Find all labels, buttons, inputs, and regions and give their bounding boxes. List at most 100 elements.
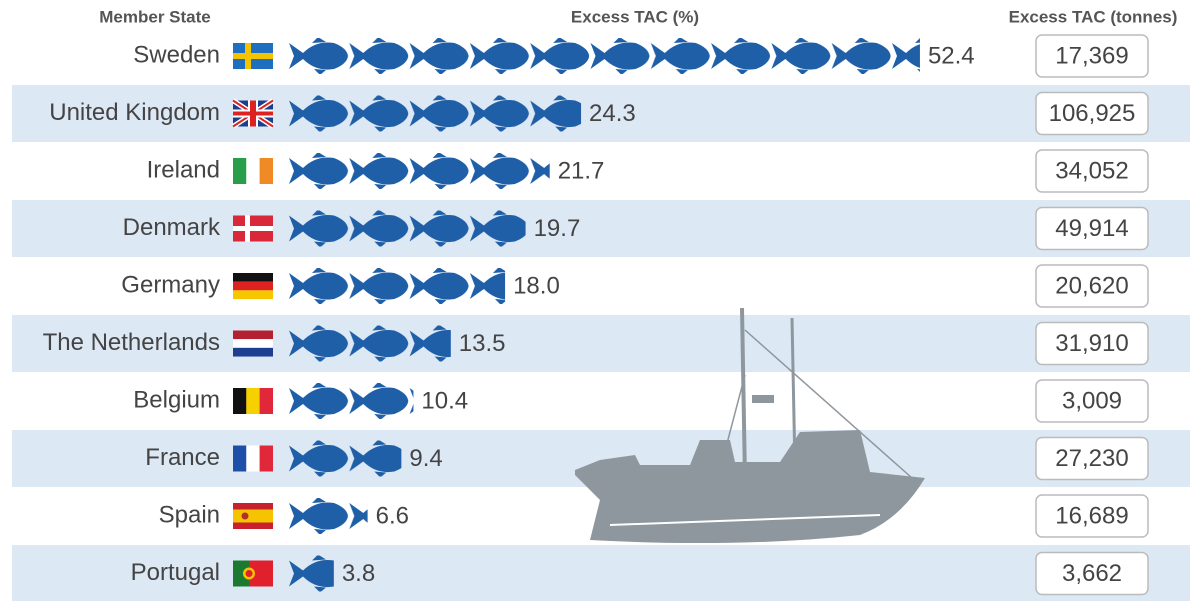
header-excess-tonnes: Excess TAC (tonnes) — [1009, 7, 1178, 26]
tonnes-label: 17,369 — [1055, 42, 1128, 69]
flag — [233, 388, 247, 414]
category-label: Ireland — [147, 156, 220, 183]
row-band — [12, 545, 1190, 601]
tonnes-label: 16,689 — [1055, 502, 1128, 529]
flag — [233, 281, 273, 291]
bar — [288, 38, 920, 74]
category-label: France — [145, 444, 220, 471]
bar — [288, 383, 414, 419]
flag — [233, 43, 273, 69]
bar-group — [288, 325, 451, 362]
tonnes-label: 20,620 — [1055, 272, 1128, 299]
bar-group — [288, 38, 920, 74]
flag — [233, 158, 273, 184]
flag — [233, 330, 273, 340]
value-label: 13.5 — [459, 330, 506, 357]
header-excess-pct: Excess TAC (%) — [571, 7, 699, 26]
value-label: 6.6 — [376, 502, 409, 529]
category-label: United Kingdom — [49, 99, 220, 126]
bar — [288, 95, 582, 132]
flag — [231, 98, 275, 129]
category-label: Sweden — [133, 41, 220, 68]
flag — [259, 158, 273, 184]
category-label: Germany — [121, 271, 220, 298]
flag — [233, 560, 249, 587]
flag — [233, 445, 247, 472]
flag — [259, 445, 273, 472]
bar-group — [288, 153, 550, 189]
flag — [233, 273, 273, 300]
bar-group — [288, 555, 334, 592]
boat — [575, 307, 925, 544]
flag — [233, 560, 273, 587]
bar — [288, 555, 334, 592]
flag — [246, 445, 260, 472]
value-label: 9.4 — [409, 445, 442, 472]
flag — [233, 53, 273, 59]
tonnes-box — [1035, 436, 1149, 481]
flag — [246, 388, 260, 414]
tonnes-box — [1035, 206, 1149, 251]
tonnes-box — [1035, 91, 1149, 136]
header-member-state: Member State — [99, 7, 210, 26]
tonnes-label: 106,925 — [1049, 100, 1136, 127]
tonnes-label: 3,009 — [1062, 387, 1122, 414]
bar-group — [288, 268, 506, 304]
category-label: The Netherlands — [43, 329, 220, 356]
flag — [233, 347, 273, 357]
flag — [233, 503, 273, 529]
value-label: 10.4 — [421, 387, 468, 414]
flag — [259, 388, 273, 414]
flag — [233, 330, 273, 357]
bar-group — [288, 440, 402, 477]
value-label: 19.7 — [534, 215, 581, 242]
tonnes-label: 34,052 — [1055, 157, 1128, 184]
tonnes-label: 49,914 — [1055, 215, 1128, 242]
bar — [288, 210, 526, 247]
bar — [288, 153, 550, 189]
flag — [246, 158, 260, 184]
bar — [288, 440, 402, 477]
tonnes-box — [1035, 264, 1149, 308]
row-band — [12, 85, 1190, 142]
row-band — [12, 315, 1190, 372]
flag — [233, 158, 247, 184]
value-label: 24.3 — [589, 100, 636, 127]
flag — [233, 226, 273, 231]
value-label: 21.7 — [558, 157, 605, 184]
tonnes-label: 31,910 — [1055, 330, 1128, 357]
flag — [233, 388, 273, 414]
value-label: 3.8 — [342, 560, 375, 587]
row-bands — [12, 85, 1190, 601]
value-label: 18.0 — [513, 272, 560, 299]
category-label: Portugal — [131, 559, 220, 586]
flag — [233, 509, 273, 523]
flag — [233, 111, 273, 116]
tonnes-box — [1035, 379, 1149, 423]
flag — [233, 445, 273, 472]
tonnes-box — [1035, 149, 1149, 193]
flag — [233, 215, 273, 242]
flag — [245, 570, 253, 577]
bar-group — [288, 210, 526, 247]
category-label: Denmark — [123, 214, 221, 241]
tonnes-label: 27,230 — [1055, 445, 1128, 472]
bar-group — [288, 95, 582, 132]
flag — [233, 273, 273, 282]
bar — [288, 325, 451, 362]
bar-group — [288, 383, 414, 419]
flag — [241, 512, 249, 520]
tonnes-box — [1035, 321, 1149, 366]
row-band — [12, 200, 1190, 257]
flag — [233, 290, 273, 300]
value-label: 52.4 — [928, 42, 975, 69]
flag — [233, 339, 273, 348]
bar — [288, 268, 506, 304]
tonnes-box — [1035, 551, 1149, 596]
tonnes-label: 3,662 — [1062, 560, 1122, 587]
bar — [288, 498, 368, 534]
tonnes-box — [1035, 34, 1149, 78]
tonnes-box — [1035, 494, 1149, 538]
bar-group — [288, 498, 368, 534]
